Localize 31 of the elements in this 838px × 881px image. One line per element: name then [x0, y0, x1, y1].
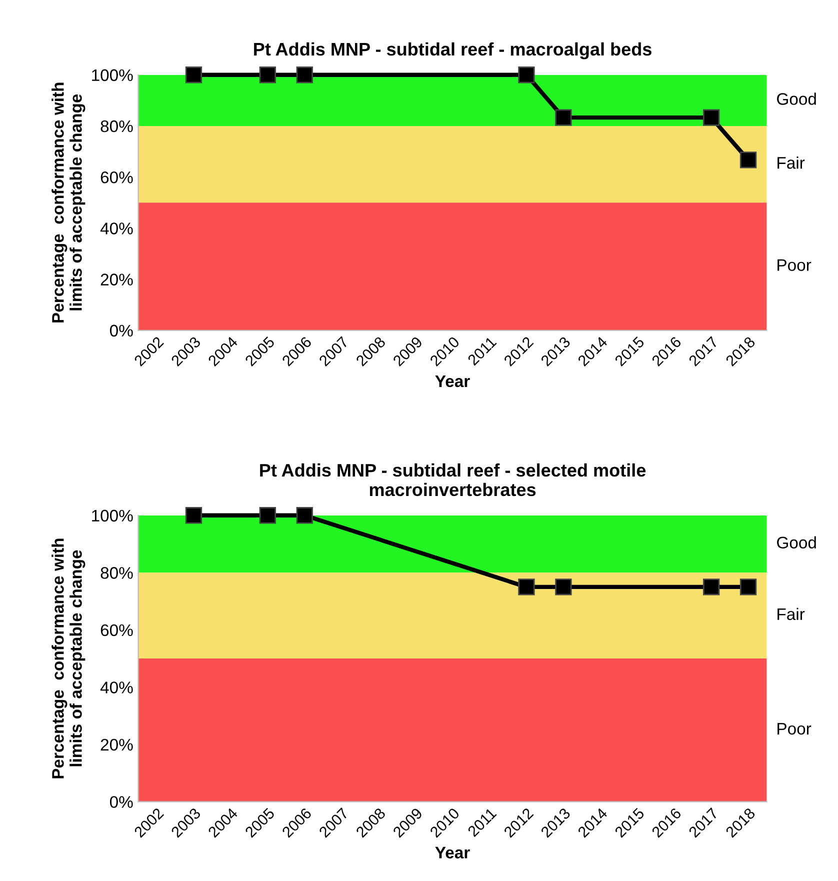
- point: [518, 66, 535, 84]
- y-tick-label: 0%: [110, 796, 133, 808]
- band-label: Poor: [778, 722, 812, 735]
- y-tick-label: 60%: [100, 171, 133, 184]
- y-tick-label: 80%: [100, 567, 133, 579]
- y-tick-label: 20%: [100, 738, 133, 751]
- band-label: Good: [777, 536, 816, 548]
- band-label: Poor: [778, 259, 812, 271]
- y-tick-label: 100%: [92, 69, 133, 82]
- x-axis-title: Year: [435, 376, 470, 388]
- y-axis-title: Percentage conformance with limits of acceptable change: [52, 538, 86, 778]
- y-tick-label: 0%: [110, 324, 133, 337]
- point: [740, 152, 757, 168]
- y-tick-label: 100%: [92, 510, 133, 522]
- y-axis-title: Percentage conformance with limits of acceptable change: [52, 82, 86, 322]
- y-tick-label: 60%: [100, 624, 133, 636]
- band-label: Fair: [778, 156, 805, 169]
- y-tick-label: 20%: [100, 274, 133, 286]
- band-label: Good: [777, 92, 816, 105]
- point: [259, 66, 276, 84]
- y-tick-label: 40%: [100, 222, 133, 234]
- chart-title: Pt Addis MNP - subtidal reef - macroalgal beds: [254, 42, 652, 60]
- y-tick-label: 40%: [100, 682, 133, 694]
- chart-title: Pt Addis MNP - subtidal reef - selected motile macroinvertebrates: [260, 463, 646, 496]
- point: [185, 66, 202, 84]
- y-tick-label: 80%: [100, 120, 133, 132]
- point: [555, 109, 572, 126]
- point: [296, 66, 313, 84]
- band-label: Fair: [778, 608, 805, 620]
- point: [702, 109, 720, 126]
- x-axis-title: Year: [435, 846, 470, 858]
